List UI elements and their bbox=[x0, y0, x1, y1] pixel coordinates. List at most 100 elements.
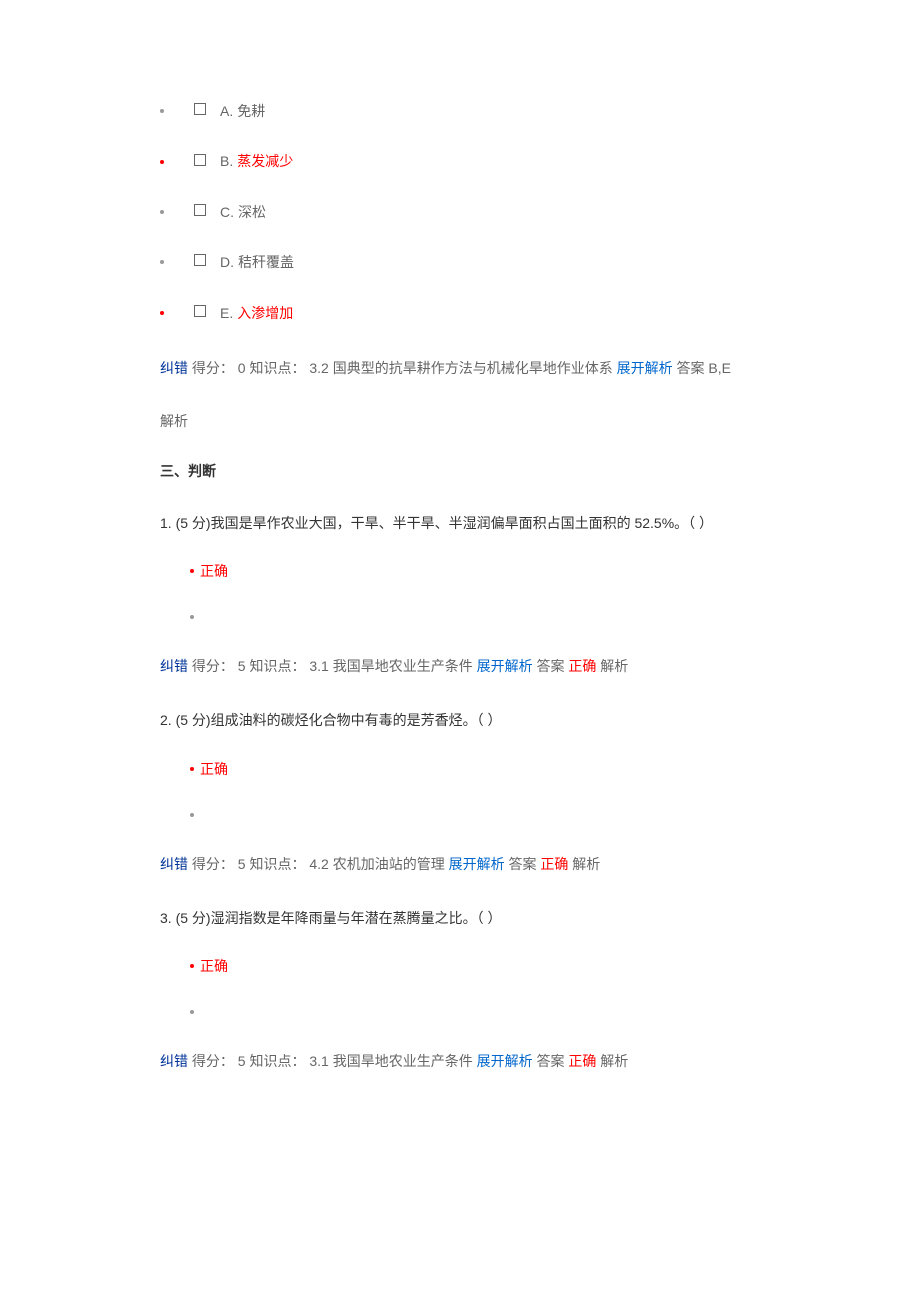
analysis-label: 解析 bbox=[572, 856, 600, 872]
section-heading: 三、判断 bbox=[160, 460, 760, 482]
option-letter: C. bbox=[220, 201, 234, 223]
tf-feedback: 纠错 得分： 5 知识点： 4.2 农机加油站的管理 展开解析 答案 正确 解析 bbox=[160, 850, 760, 878]
option-text: 秸秆覆盖 bbox=[238, 251, 294, 273]
mc-option-d[interactable]: D. 秸秆覆盖 bbox=[160, 251, 760, 273]
bullet-icon bbox=[160, 311, 164, 315]
bullet-icon bbox=[160, 260, 164, 264]
analysis-label: 解析 bbox=[600, 1053, 628, 1069]
checkbox-icon[interactable] bbox=[194, 254, 206, 266]
tf-option-list: 正确 bbox=[190, 758, 760, 822]
question-body: 我国是旱作农业大国，干旱、半干旱、半湿润偏旱面积占国土面积的 52.5%。（ ） bbox=[211, 515, 713, 531]
score-label: 得分： bbox=[192, 658, 234, 674]
expand-analysis-link[interactable]: 展开解析 bbox=[477, 658, 533, 674]
mc-option-e[interactable]: E. 入渗增加 bbox=[160, 302, 760, 324]
bullet-icon bbox=[190, 615, 194, 619]
mc-feedback: 纠错 得分： 0 知识点： 3.2 国典型的抗旱耕作方法与机械化旱地作业体系 展… bbox=[160, 354, 760, 382]
answer-value: 正确 bbox=[540, 856, 568, 872]
answer-value: B,E bbox=[708, 360, 731, 376]
option-text: 深松 bbox=[238, 201, 266, 223]
expand-analysis-link[interactable]: 展开解析 bbox=[477, 1053, 533, 1069]
option-letter: D. bbox=[220, 251, 234, 273]
bullet-icon bbox=[160, 160, 164, 164]
kp-label: 知识点： bbox=[249, 1053, 305, 1069]
question-text: 1. (5 分)我国是旱作农业大国，干旱、半干旱、半湿润偏旱面积占国土面积的 5… bbox=[160, 511, 760, 536]
kp-value: 3.1 我国旱地农业生产条件 bbox=[309, 658, 472, 674]
bullet-icon bbox=[190, 569, 194, 573]
tf-option-text: 正确 bbox=[200, 560, 228, 582]
answer-label: 答案 bbox=[677, 360, 705, 376]
answer-value: 正确 bbox=[568, 1053, 596, 1069]
correction-link[interactable]: 纠错 bbox=[160, 856, 188, 872]
kp-label: 知识点： bbox=[249, 658, 305, 674]
answer-value: 正确 bbox=[568, 658, 596, 674]
checkbox-icon[interactable] bbox=[194, 204, 206, 216]
tf-option-true[interactable]: 正确 bbox=[190, 955, 760, 977]
tf-feedback: 纠错 得分： 5 知识点： 3.1 我国旱地农业生产条件 展开解析 答案 正确 … bbox=[160, 652, 760, 680]
tf-option-false[interactable] bbox=[190, 808, 760, 822]
analysis-label: 解析 bbox=[600, 658, 628, 674]
question-points: (5 分) bbox=[176, 712, 211, 728]
score-value: 5 bbox=[238, 856, 246, 872]
option-letter: A. bbox=[220, 100, 233, 122]
option-text: 免耕 bbox=[237, 100, 265, 122]
tf-option-list: 正确 bbox=[190, 560, 760, 624]
tf-question-1: 1. (5 分)我国是旱作农业大国，干旱、半干旱、半湿润偏旱面积占国土面积的 5… bbox=[160, 511, 760, 681]
question-points: (5 分) bbox=[176, 910, 211, 926]
score-label: 得分： bbox=[192, 856, 234, 872]
analysis-label: 解析 bbox=[160, 410, 760, 432]
kp-label: 知识点： bbox=[249, 360, 305, 376]
expand-analysis-link[interactable]: 展开解析 bbox=[617, 360, 673, 376]
correction-link[interactable]: 纠错 bbox=[160, 1053, 188, 1069]
option-text: 蒸发减少 bbox=[237, 150, 293, 172]
question-body: 组成油料的碳烃化合物中有毒的是芳香烃。（ ） bbox=[211, 712, 502, 728]
tf-option-text: 正确 bbox=[200, 758, 228, 780]
checkbox-icon[interactable] bbox=[194, 103, 206, 115]
question-text: 2. (5 分)组成油料的碳烃化合物中有毒的是芳香烃。（ ） bbox=[160, 708, 760, 733]
mc-option-a[interactable]: A. 免耕 bbox=[160, 100, 760, 122]
score-value: 0 bbox=[238, 360, 246, 376]
score-value: 5 bbox=[238, 658, 246, 674]
checkbox-icon[interactable] bbox=[194, 305, 206, 317]
tf-option-false[interactable] bbox=[190, 1005, 760, 1019]
score-label: 得分： bbox=[192, 1053, 234, 1069]
question-number: 3. bbox=[160, 910, 172, 926]
answer-label: 答案 bbox=[537, 658, 565, 674]
correction-link[interactable]: 纠错 bbox=[160, 360, 188, 376]
tf-option-true[interactable]: 正确 bbox=[190, 560, 760, 582]
option-letter: E. bbox=[220, 302, 233, 324]
question-number: 2. bbox=[160, 712, 172, 728]
mc-option-c[interactable]: C. 深松 bbox=[160, 201, 760, 223]
question-text: 3. (5 分)湿润指数是年降雨量与年潜在蒸腾量之比。（ ） bbox=[160, 906, 760, 931]
tf-question-2: 2. (5 分)组成油料的碳烃化合物中有毒的是芳香烃。（ ） 正确 纠错 得分：… bbox=[160, 708, 760, 878]
expand-analysis-link[interactable]: 展开解析 bbox=[449, 856, 505, 872]
bullet-icon bbox=[160, 109, 164, 113]
tf-option-true[interactable]: 正确 bbox=[190, 758, 760, 780]
answer-label: 答案 bbox=[509, 856, 537, 872]
option-letter: B. bbox=[220, 150, 233, 172]
tf-feedback: 纠错 得分： 5 知识点： 3.1 我国旱地农业生产条件 展开解析 答案 正确 … bbox=[160, 1047, 760, 1075]
kp-label: 知识点： bbox=[249, 856, 305, 872]
checkbox-icon[interactable] bbox=[194, 154, 206, 166]
bullet-icon bbox=[190, 813, 194, 817]
bullet-icon bbox=[190, 767, 194, 771]
tf-option-text: 正确 bbox=[200, 955, 228, 977]
question-body: 湿润指数是年降雨量与年潜在蒸腾量之比。（ ） bbox=[211, 910, 502, 926]
question-points: (5 分) bbox=[176, 515, 211, 531]
tf-option-list: 正确 bbox=[190, 955, 760, 1019]
tf-question-3: 3. (5 分)湿润指数是年降雨量与年潜在蒸腾量之比。（ ） 正确 纠错 得分：… bbox=[160, 906, 760, 1076]
question-number: 1. bbox=[160, 515, 172, 531]
bullet-icon bbox=[160, 210, 164, 214]
option-text: 入渗增加 bbox=[237, 302, 293, 324]
kp-value: 3.2 国典型的抗旱耕作方法与机械化旱地作业体系 bbox=[309, 360, 612, 376]
bullet-icon bbox=[190, 964, 194, 968]
correction-link[interactable]: 纠错 bbox=[160, 658, 188, 674]
answer-label: 答案 bbox=[537, 1053, 565, 1069]
score-value: 5 bbox=[238, 1053, 246, 1069]
score-label: 得分： bbox=[192, 360, 234, 376]
tf-option-false[interactable] bbox=[190, 610, 760, 624]
bullet-icon bbox=[190, 1010, 194, 1014]
kp-value: 4.2 农机加油站的管理 bbox=[309, 856, 444, 872]
mc-option-list: A. 免耕 B. 蒸发减少 C. 深松 D. 秸秆覆盖 E. 入渗增加 bbox=[160, 100, 760, 324]
kp-value: 3.1 我国旱地农业生产条件 bbox=[309, 1053, 472, 1069]
mc-option-b[interactable]: B. 蒸发减少 bbox=[160, 150, 760, 172]
